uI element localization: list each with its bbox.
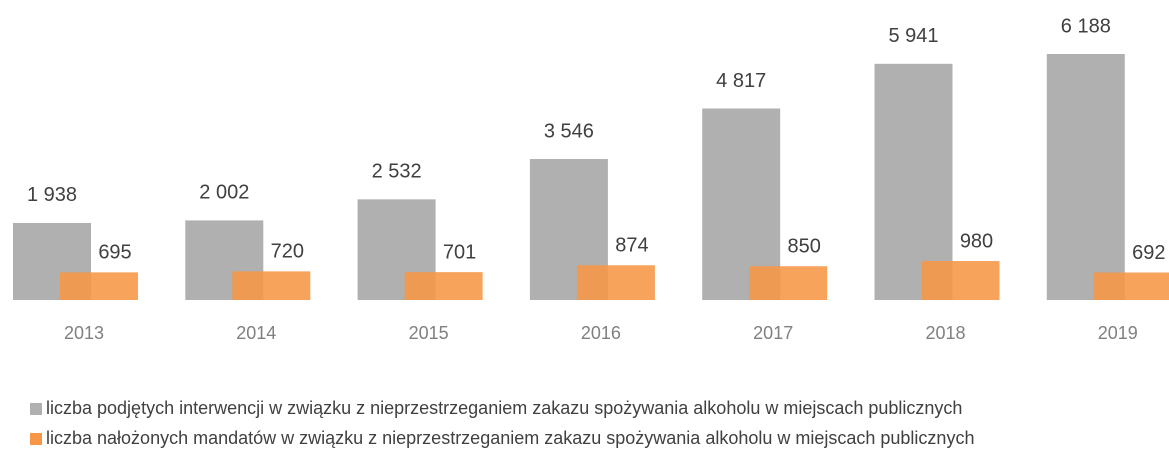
value-label: 720 xyxy=(271,241,304,263)
x-tick-label: 2013 xyxy=(64,323,104,343)
legend-label: liczba podjętych interwencji w związku z… xyxy=(46,398,962,418)
bar xyxy=(232,271,311,300)
bar xyxy=(60,272,138,300)
x-tick-label: 2015 xyxy=(409,323,449,343)
legend-label: liczba nałożonych mandatów w związku z n… xyxy=(46,428,974,448)
bar xyxy=(874,63,953,300)
x-tick-label: 2018 xyxy=(925,323,965,343)
x-tick-label: 2014 xyxy=(236,323,276,343)
value-label: 6 188 xyxy=(1061,15,1111,37)
legend-swatch xyxy=(30,433,42,445)
x-tick-label: 2019 xyxy=(1098,323,1138,343)
value-label: 5 941 xyxy=(888,25,938,47)
value-label: 701 xyxy=(443,241,476,263)
value-label: 4 817 xyxy=(716,70,766,92)
value-label: 3 546 xyxy=(544,120,594,142)
bar xyxy=(749,266,828,300)
bar xyxy=(1046,54,1125,300)
value-label: 695 xyxy=(98,242,131,264)
bar xyxy=(404,272,483,300)
value-label: 2 532 xyxy=(372,161,422,183)
x-tick-label: 2017 xyxy=(753,323,793,343)
bar xyxy=(576,265,655,300)
value-label: 692 xyxy=(1132,242,1165,264)
bar xyxy=(921,261,1000,300)
value-label: 850 xyxy=(788,235,821,257)
legend-swatch xyxy=(30,403,42,415)
value-label: 2 002 xyxy=(199,182,249,204)
value-label: 874 xyxy=(615,235,648,257)
value-label: 980 xyxy=(960,230,993,252)
bar xyxy=(1093,272,1169,300)
value-label: 1 938 xyxy=(27,184,77,206)
x-tick-label: 2016 xyxy=(581,323,621,343)
